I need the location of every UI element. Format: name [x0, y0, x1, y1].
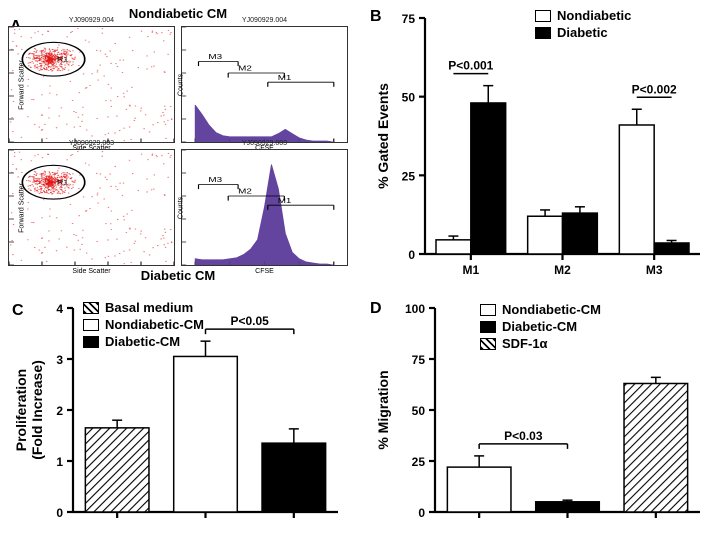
svg-text:75: 75 — [412, 353, 426, 367]
sample-label: YJ090929.003 — [182, 140, 347, 147]
legend-item: Basal medium — [83, 300, 204, 315]
legend-label: Diabetic-CM — [502, 319, 577, 334]
legend-label: Diabetic — [557, 25, 608, 40]
sample-label: YJ090929.003 — [9, 140, 174, 147]
swatch-icon — [535, 10, 551, 22]
svg-text:0: 0 — [56, 506, 63, 520]
svg-text:0: 0 — [408, 248, 415, 262]
svg-text:R1: R1 — [57, 179, 69, 186]
legend-item: Nondiabetic — [535, 8, 631, 23]
svg-text:M1: M1 — [278, 196, 292, 204]
swatch-icon — [83, 319, 99, 331]
panel-a-title-bottom: Diabetic CM — [8, 268, 348, 283]
svg-text:R1: R1 — [57, 56, 69, 63]
legend-item: SDF-1α — [480, 336, 601, 351]
sample-label: YJ090929.004 — [182, 17, 347, 24]
legend-label: Nondiabetic — [557, 8, 631, 23]
svg-text:50: 50 — [402, 91, 416, 105]
swatch-icon — [480, 304, 496, 316]
swatch-icon — [535, 27, 551, 39]
svg-text:M1: M1 — [462, 263, 479, 276]
svg-text:P<0.001: P<0.001 — [448, 59, 493, 73]
svg-text:25: 25 — [412, 455, 426, 469]
svg-text:100: 100 — [405, 302, 425, 316]
scatter-diabetic: YJ090929.003 Forward Scatter Side Scatte… — [8, 149, 175, 266]
swatch-icon — [480, 338, 496, 350]
legend-label: SDF-1α — [502, 336, 548, 351]
swatch-icon — [83, 302, 99, 314]
panel-d-legend: Nondiabetic-CM Diabetic-CM SDF-1α — [480, 302, 601, 353]
svg-text:M1: M1 — [278, 73, 292, 81]
hist-nondiabetic: YJ090929.004 Counts CFSE M3M2M1 — [181, 26, 348, 143]
svg-text:3: 3 — [56, 353, 63, 367]
svg-text:0: 0 — [418, 506, 425, 520]
axis-label: Side Scatter — [72, 268, 110, 275]
svg-text:% Migration: % Migration — [375, 370, 391, 449]
svg-text:2: 2 — [56, 404, 63, 418]
figure-root: A Nondiabetic CM Diabetic CM YJ090929.00… — [0, 0, 720, 539]
svg-text:P<0.002: P<0.002 — [632, 82, 677, 96]
svg-text:M3: M3 — [208, 176, 222, 184]
svg-text:4: 4 — [56, 302, 63, 316]
legend-label: Diabetic-CM — [105, 334, 180, 349]
panel-b-legend: Nondiabetic Diabetic — [535, 8, 631, 42]
legend-item: Diabetic-CM — [83, 334, 204, 349]
legend-label: Basal medium — [105, 300, 193, 315]
svg-text:M3: M3 — [646, 263, 663, 276]
sample-label: YJ090929.004 — [9, 17, 174, 24]
svg-text:% Gated Events: % Gated Events — [375, 83, 391, 189]
svg-text:25: 25 — [402, 169, 416, 183]
svg-text:M2: M2 — [238, 64, 252, 72]
legend-label: Nondiabetic-CM — [502, 302, 601, 317]
legend-label: Nondiabetic-CM — [105, 317, 204, 332]
scatter-nondiabetic: YJ090929.004 Forward Scatter Side Scatte… — [8, 26, 175, 143]
svg-text:75: 75 — [402, 12, 416, 26]
legend-item: Diabetic-CM — [480, 319, 601, 334]
panel-d: 0 25 50 75 100 % Migration P<0.03 Nondiabetic-… — [370, 300, 710, 530]
panel-c-legend: Basal medium Nondiabetic-CM Diabetic-CM — [83, 300, 204, 351]
swatch-icon — [83, 336, 99, 348]
svg-text:M2: M2 — [554, 263, 571, 276]
svg-text:P<0.03: P<0.03 — [504, 429, 543, 443]
svg-text:M2: M2 — [238, 187, 252, 195]
hist-diabetic: YJ090929.003 Counts CFSE M3M2M1 — [181, 149, 348, 266]
svg-text:50: 50 — [412, 404, 426, 418]
panel-b: 0 25 50 75 % Gated Events M1 M2 M3 P<0.001 P<0.00… — [370, 6, 710, 276]
axis-label: CFSE — [255, 268, 274, 275]
legend-item: Nondiabetic-CM — [480, 302, 601, 317]
svg-text:Proliferation: Proliferation — [13, 369, 29, 451]
svg-text:(Fold Increase): (Fold Increase) — [29, 360, 45, 460]
svg-text:P<0.05: P<0.05 — [230, 314, 269, 328]
legend-item: Nondiabetic-CM — [83, 317, 204, 332]
svg-text:1: 1 — [56, 455, 63, 469]
panel-c: 01234Proliferation(Fold Increase)P<0.05 … — [8, 300, 348, 530]
panel-a-grid: YJ090929.004 Forward Scatter Side Scatte… — [8, 26, 348, 266]
panel-a: Nondiabetic CM Diabetic CM YJ090929.004 … — [8, 12, 348, 280]
swatch-icon — [480, 321, 496, 333]
legend-item: Diabetic — [535, 25, 631, 40]
svg-text:M3: M3 — [208, 53, 222, 61]
